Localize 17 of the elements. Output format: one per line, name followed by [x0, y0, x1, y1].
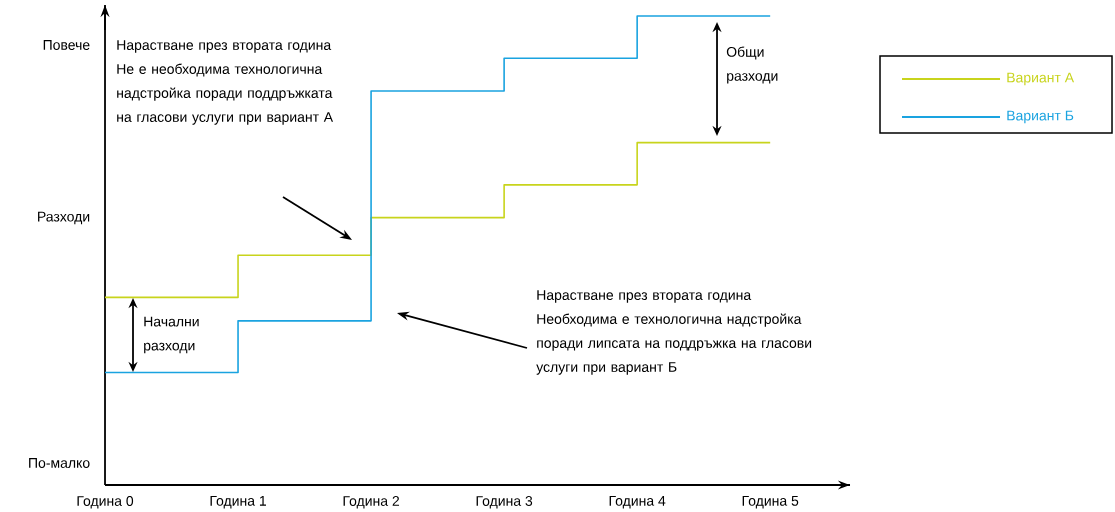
x-tick-label: Година 0 — [77, 495, 134, 509]
x-tick-label: Година 4 — [609, 495, 666, 509]
annotation: Не е необходима технологична надстройка поради поддръжката на гласови услуги при вариант А — [117, 63, 334, 125]
annotation: Общи разходи — [726, 46, 778, 84]
x-tick-label: Година 1 — [210, 495, 266, 509]
text: Вариант А — [1007, 72, 1075, 86]
text: Повече — [43, 40, 90, 50]
x-tick-label: Година 2 — [343, 495, 400, 509]
annotation: Нарастване през втората година — [117, 40, 332, 53]
annotation: Нарастване през втората година — [537, 290, 752, 303]
y-axis-title: Разходи — [38, 211, 90, 225]
text: По-малко — [29, 458, 90, 468]
x-tick-label: Година 5 — [742, 495, 799, 509]
annotation: Необходима е технологична надстройка поради липсата на поддръжка на гласови услуги при вариант Б — [536, 313, 812, 375]
annotation: Начални разходи — [144, 316, 199, 354]
x-tick-label: Година 3 — [476, 495, 533, 509]
text: Вариант Б — [1007, 110, 1074, 124]
